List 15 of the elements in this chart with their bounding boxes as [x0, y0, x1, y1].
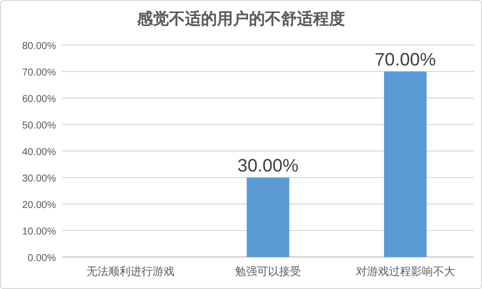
ytick: 70.00% [22, 68, 56, 78]
xtick: 无法顺利进行游戏 [86, 266, 175, 278]
ytick: 10.00% [22, 226, 56, 238]
ytick: 20.00% [22, 200, 56, 211]
title: 感觉不适的用户的不舒适程度 [137, 11, 345, 28]
xtick: 勉强可以接受 [235, 266, 301, 278]
ytick: 40.00% [22, 147, 56, 158]
data-label: 70.00% [374, 50, 436, 70]
ytick: 30.00% [22, 174, 56, 184]
ytick: 60.00% [22, 94, 56, 105]
ytick: 80.00% [22, 41, 56, 52]
ytick: 0.00% [28, 253, 56, 264]
data-label: 30.00% [237, 156, 299, 176]
xtick: 对游戏过程影响不大 [356, 266, 455, 278]
ytick: 50.00% [22, 120, 56, 132]
